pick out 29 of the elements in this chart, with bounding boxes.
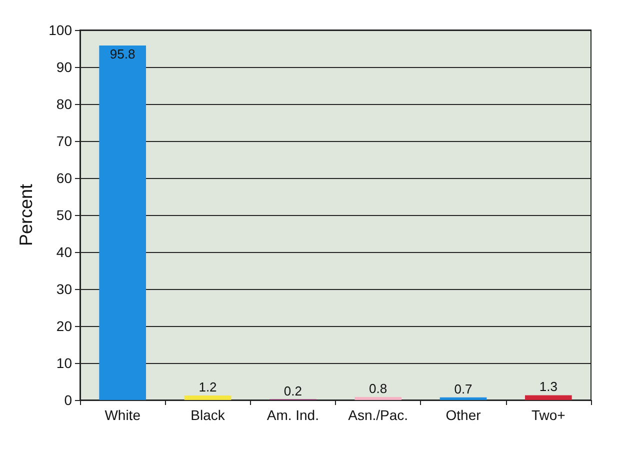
y-tick-label: 0	[64, 392, 72, 408]
y-tick-label: 60	[56, 170, 72, 186]
x-tick-label: Two+	[531, 407, 566, 423]
y-axis-title: Percent	[16, 184, 36, 246]
data-label: 0.8	[369, 381, 388, 396]
y-tick-label: 100	[48, 22, 72, 38]
bar	[524, 395, 572, 400]
y-tick-label: 30	[56, 281, 72, 297]
bar	[184, 396, 232, 400]
x-tick-label: Am. Ind.	[266, 407, 319, 423]
x-tick-label: Asn./Pac.	[348, 407, 408, 423]
x-tick-label: White	[104, 407, 141, 423]
bar	[440, 397, 487, 400]
y-tick-label: 10	[56, 355, 72, 371]
data-label: 1.3	[539, 379, 558, 394]
y-tick-label: 50	[56, 207, 72, 223]
bar	[354, 397, 402, 400]
y-tick-label: 20	[56, 318, 72, 334]
data-label: 0.2	[284, 383, 302, 398]
y-tick-label: 90	[56, 59, 72, 75]
bar	[99, 46, 146, 400]
data-label: 1.2	[198, 380, 217, 395]
x-tick-label: Other	[446, 407, 482, 423]
y-tick-label: 80	[56, 96, 72, 112]
data-label: 95.8	[110, 46, 136, 62]
y-tick-label: 40	[56, 244, 72, 260]
y-tick-label: 70	[56, 133, 72, 149]
data-label: 0.7	[454, 381, 472, 396]
x-tick-label: Black	[190, 407, 226, 423]
